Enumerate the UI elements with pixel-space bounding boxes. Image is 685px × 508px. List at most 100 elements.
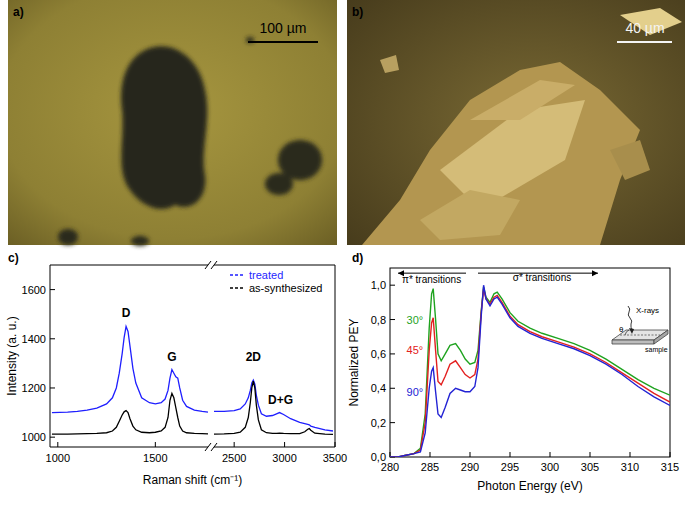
x-tick-label: 290	[461, 461, 479, 473]
inset-label: θ	[619, 325, 624, 334]
x-tick	[630, 452, 631, 457]
y-tick-label: 1200	[22, 382, 46, 394]
y-tick	[50, 437, 55, 438]
dark-flakes	[58, 37, 322, 246]
annotation: π* transitions	[402, 274, 461, 285]
y-tick-label: 0,0	[371, 451, 386, 463]
nexafs-line	[390, 285, 670, 457]
y-tick	[50, 387, 55, 388]
sample-side	[612, 340, 654, 344]
flake	[610, 140, 650, 180]
series-label: 90°	[407, 386, 424, 398]
flake	[121, 46, 207, 209]
peak-label: 2D	[246, 350, 262, 364]
x-tick-label: 310	[621, 461, 639, 473]
micrograph-background	[347, 0, 685, 245]
x-tick	[57, 442, 58, 447]
inset-schematic: X-rays θ sample	[612, 306, 668, 354]
annotation-arrow	[398, 273, 466, 274]
y-tick-label: 0,8	[371, 314, 386, 326]
figure: a)100 µm b) 40 µm 1000 1500 2500 3000 3500 1000 1…	[0, 0, 685, 508]
xray-beam	[628, 306, 633, 331]
spectrum-line	[52, 381, 333, 434]
y-tick	[390, 319, 395, 320]
x-tick-label: 2500	[222, 452, 246, 464]
annotation-arrow	[478, 273, 598, 274]
y-tick	[390, 285, 395, 286]
arrow-head	[592, 270, 598, 276]
x-tick	[390, 452, 391, 457]
x-tick-label: 1500	[143, 452, 167, 464]
x-axis-segment	[214, 447, 335, 448]
axis-break	[205, 443, 211, 451]
frame-top-segment	[214, 265, 335, 266]
x-tick-label: 3500	[323, 452, 347, 464]
x-axis-label: Photon Energy (eV)	[477, 479, 582, 493]
plot-frame	[390, 268, 670, 457]
y-tick-label: 1,0	[371, 279, 386, 291]
micrograph-a: a)100 µm	[8, 0, 337, 246]
axis-break	[211, 261, 217, 269]
panel-label: d)	[352, 251, 363, 265]
inset-label: X-rays	[636, 306, 659, 315]
flake	[380, 55, 399, 73]
legend-label: as-synthesized	[249, 282, 322, 294]
flake	[362, 62, 640, 245]
y-tick-label: 1000	[22, 431, 46, 443]
flake	[131, 236, 149, 246]
y-axis-label: Intensity (a. u.)	[5, 316, 19, 395]
x-tick	[510, 452, 511, 457]
y-axis	[50, 265, 51, 447]
x-axis-segment	[50, 447, 208, 448]
scale-bar-label: 40 µm	[625, 20, 664, 36]
scale-bar	[617, 41, 672, 43]
x-tick	[335, 442, 336, 447]
legend-swatch	[230, 274, 245, 275]
inset-label: sample	[645, 346, 668, 354]
y-tick-label: 0,6	[371, 348, 386, 360]
x-tick	[590, 452, 591, 457]
axis-break	[211, 443, 217, 451]
legend-swatch	[230, 287, 245, 288]
x-tick	[470, 452, 471, 457]
y-tick-label: 1600	[22, 284, 46, 296]
x-tick	[670, 452, 671, 457]
panel-label: a)	[13, 5, 24, 19]
spectrum-line	[52, 326, 333, 431]
y-tick	[50, 338, 55, 339]
series-label: 45°	[407, 344, 424, 356]
panel-label: b)	[352, 5, 363, 19]
x-tick-label: 3000	[272, 452, 296, 464]
flake	[58, 229, 78, 245]
y-axis-label: Normalized PEY	[347, 318, 361, 406]
x-tick-label: 315	[661, 461, 679, 473]
frame-right	[335, 265, 336, 447]
sample-axis	[620, 335, 660, 336]
x-tick	[155, 442, 156, 447]
y-tick-label: 0,4	[371, 382, 386, 394]
y-tick	[390, 422, 395, 423]
series-label: 30°	[407, 314, 424, 326]
micrograph-background	[8, 0, 337, 245]
peak-label: D+G	[268, 393, 293, 407]
x-tick	[284, 442, 285, 447]
peak-label: D	[122, 306, 131, 320]
y-tick	[50, 289, 55, 290]
frame-top-segment	[50, 265, 208, 266]
x-tick	[234, 442, 235, 447]
flake	[420, 190, 520, 240]
x-axis-label: Raman shift (cm⁻¹)	[143, 473, 242, 487]
y-tick-label: 0,2	[371, 417, 386, 429]
panel-label: c)	[8, 251, 19, 265]
angle-arc	[625, 330, 629, 335]
scale-bar	[248, 41, 318, 43]
y-tick-label: 1400	[22, 333, 46, 345]
x-tick-label: 1000	[46, 452, 70, 464]
flake	[620, 8, 682, 35]
axis-break	[205, 261, 211, 269]
micrograph-b: b) 40 µm	[347, 0, 685, 245]
x-tick-label: 300	[541, 461, 559, 473]
y-tick	[390, 388, 395, 389]
x-tick-label: 305	[581, 461, 599, 473]
chart-c: 100015002500300035001000120014001600DG2D…	[5, 251, 347, 487]
